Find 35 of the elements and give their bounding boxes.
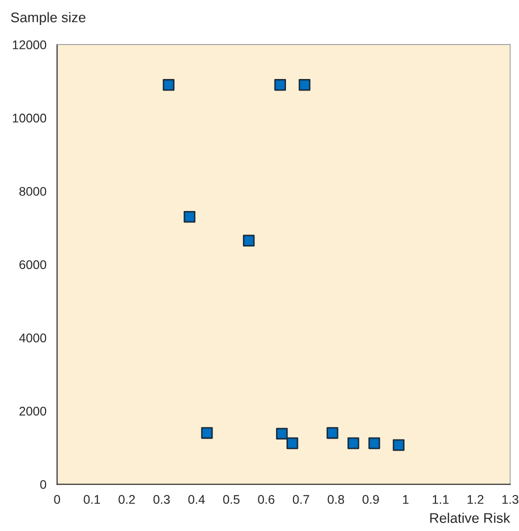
point [242, 234, 255, 246]
x-tick-label: 0.2 [118, 495, 135, 504]
point [274, 79, 286, 91]
x-tick-label: 1.3 [502, 495, 518, 504]
point [276, 428, 288, 440]
x-tick-label: 0 [54, 495, 60, 504]
x-tick-label: 0.1 [84, 495, 100, 504]
x-axis-title: Relative Risk [430, 512, 510, 523]
x-tick-label: 1.1 [432, 495, 449, 504]
y-tick-label: 4000 [19, 334, 46, 342]
x-tick-label: 0.7 [292, 495, 310, 504]
x-tick-label: 1.2 [468, 495, 484, 504]
point [162, 79, 174, 91]
x-tick-label: 0.4 [188, 495, 205, 504]
y-tick-label: 10000 [12, 114, 46, 123]
point [298, 79, 310, 91]
point [392, 439, 404, 451]
point [326, 427, 338, 439]
y-tick-label: 2000 [20, 406, 46, 416]
y-tick-label: 6000 [20, 260, 46, 270]
x-tick-label: 1 [403, 495, 408, 504]
point [286, 437, 298, 450]
point [347, 437, 360, 450]
y-tick-label: 8000 [19, 186, 46, 196]
point [368, 437, 380, 450]
x-tick-label: 0.5 [223, 495, 240, 504]
x-tick-label: 0.9 [362, 495, 379, 504]
y-tick-label: 0 [40, 480, 46, 489]
y-axis-title: Sample size [11, 12, 86, 26]
y-tick-label: 12000 [12, 40, 46, 50]
point [201, 427, 213, 439]
x-tick-label: 0.3 [153, 495, 170, 504]
point [184, 210, 196, 223]
x-tick-label: 0.6 [258, 495, 274, 504]
x-tick-label: 0.8 [328, 495, 344, 504]
